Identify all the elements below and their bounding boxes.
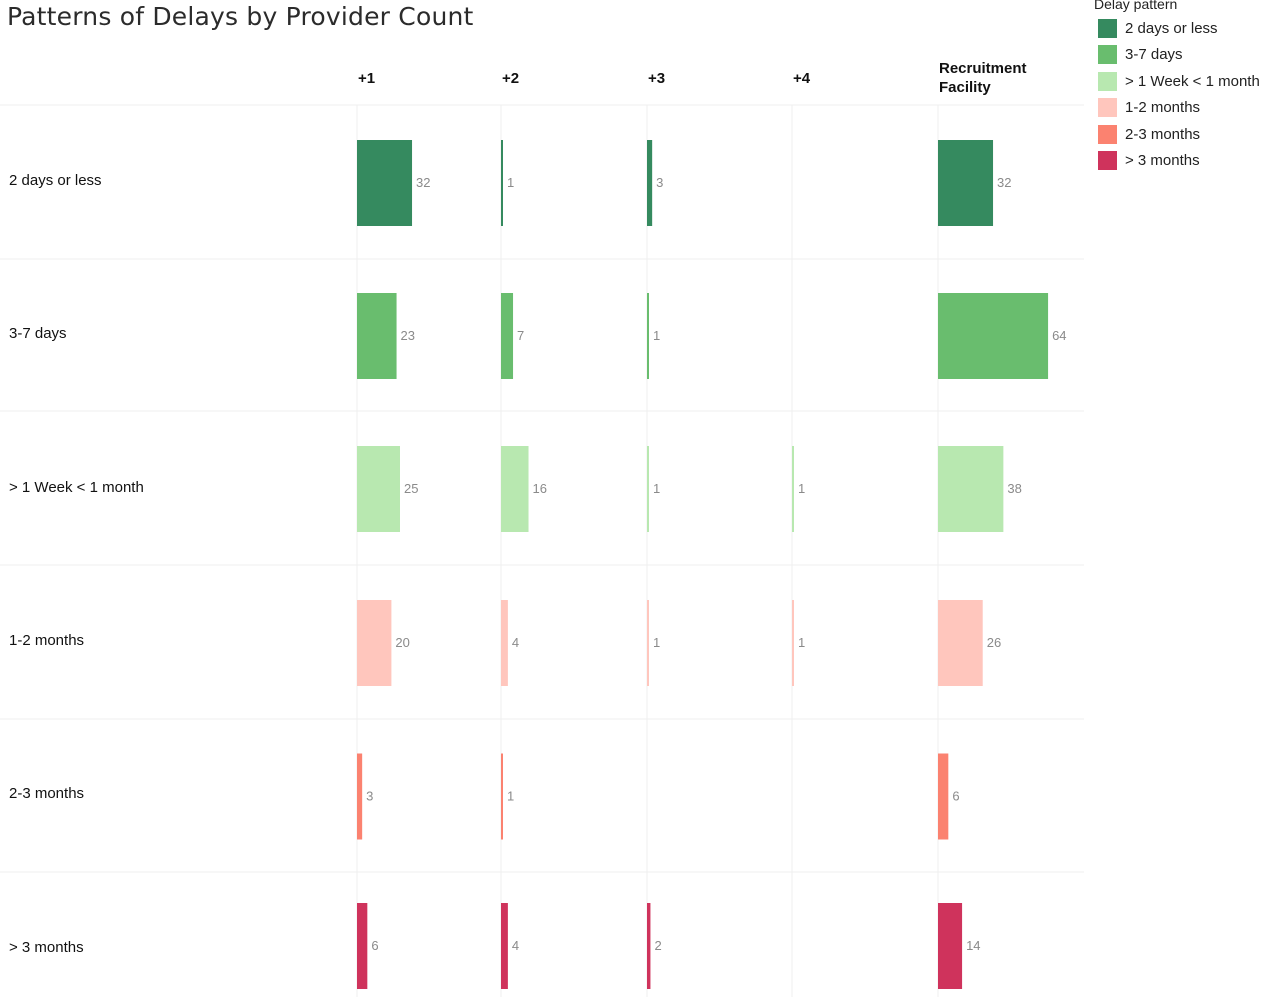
bar-value-label: 38 bbox=[1007, 481, 1021, 496]
legend-label: 2 days or less bbox=[1125, 19, 1218, 37]
bar-value-label: 1 bbox=[507, 789, 514, 804]
bar[interactable] bbox=[938, 600, 983, 686]
row-label-1-2-months: 1-2 months bbox=[9, 632, 85, 649]
bar[interactable] bbox=[501, 140, 503, 226]
bar-value-label: 14 bbox=[966, 938, 980, 953]
bar[interactable] bbox=[357, 753, 363, 840]
row-label-3-7-days: 3-7 days bbox=[9, 325, 67, 342]
bar-value-label: 1 bbox=[653, 635, 660, 650]
bar[interactable] bbox=[357, 903, 368, 989]
bar-value-label: 7 bbox=[517, 328, 524, 343]
legend-swatch bbox=[1098, 151, 1117, 171]
legend-swatch bbox=[1098, 18, 1117, 38]
bar[interactable] bbox=[501, 446, 529, 532]
bar[interactable] bbox=[938, 903, 963, 989]
legend-item-1-2-months[interactable]: 1-2 months bbox=[1094, 95, 1260, 122]
bar[interactable] bbox=[938, 753, 949, 840]
legend-item-3-months[interactable]: > 3 months bbox=[1094, 148, 1260, 175]
bar[interactable] bbox=[647, 446, 649, 532]
legend-item-2-days-or-less[interactable]: 2 days or less bbox=[1094, 15, 1260, 42]
legend-title: Delay pattern bbox=[1094, 0, 1178, 12]
legend-item-1-week-1-month[interactable]: > 1 Week < 1 month bbox=[1094, 68, 1260, 95]
bar-value-label: 4 bbox=[512, 635, 519, 650]
legend-label: > 1 Week < 1 month bbox=[1125, 72, 1260, 90]
bar-value-label: 1 bbox=[798, 481, 805, 496]
bar-value-label: 3 bbox=[656, 175, 663, 190]
bar-value-label: 2 bbox=[654, 938, 661, 953]
bar-value-label: 23 bbox=[401, 328, 415, 343]
bar-value-label: 26 bbox=[987, 635, 1001, 650]
legend-swatch bbox=[1098, 45, 1117, 65]
legend-item-2-3-months[interactable]: 2-3 months bbox=[1094, 121, 1260, 148]
bar[interactable] bbox=[647, 140, 653, 226]
bar-value-label: 4 bbox=[512, 938, 519, 953]
bar-value-label: 1 bbox=[507, 175, 514, 190]
bar[interactable] bbox=[501, 600, 508, 686]
bar[interactable] bbox=[357, 446, 400, 532]
legend-label: 1-2 months bbox=[1125, 99, 1201, 117]
bar[interactable] bbox=[792, 600, 794, 686]
column-header-plus-2: +2 bbox=[502, 70, 520, 87]
bar[interactable] bbox=[647, 600, 649, 686]
bar[interactable] bbox=[357, 600, 392, 686]
row-label-1-week-1-month: > 1 Week < 1 month bbox=[9, 479, 144, 496]
legend-item-3-7-days[interactable]: 3-7 days bbox=[1094, 42, 1260, 69]
bar[interactable] bbox=[501, 903, 508, 989]
bar[interactable] bbox=[357, 140, 413, 226]
bar-value-label: 3 bbox=[366, 789, 373, 804]
bar-value-label: 6 bbox=[371, 938, 378, 953]
bar-value-label: 6 bbox=[952, 789, 959, 804]
bar-value-label: 64 bbox=[1052, 328, 1066, 343]
column-header-plus-4: +4 bbox=[793, 70, 811, 87]
legend-swatch bbox=[1098, 71, 1117, 91]
bar-value-label: 16 bbox=[533, 481, 547, 496]
bar-value-label: 1 bbox=[798, 635, 805, 650]
column-header-plus-3: +3 bbox=[648, 70, 666, 87]
legend-label: > 3 months bbox=[1125, 152, 1200, 170]
bar-value-label: 20 bbox=[395, 635, 409, 650]
bar[interactable] bbox=[938, 293, 1049, 379]
bar[interactable] bbox=[792, 446, 794, 532]
bar[interactable] bbox=[938, 140, 994, 226]
row-label-2-3-months: 2-3 months bbox=[9, 785, 85, 802]
column-header-plus-1: +1 bbox=[358, 70, 376, 87]
bar[interactable] bbox=[357, 293, 397, 379]
bar[interactable] bbox=[647, 903, 651, 989]
chart-title: Patterns of Delays by Provider Count bbox=[7, 2, 474, 31]
column-header-recruitment-facility: Recruitment Facility bbox=[939, 60, 1027, 96]
bar-value-label: 32 bbox=[997, 175, 1011, 190]
legend-label: 3-7 days bbox=[1125, 46, 1183, 64]
bar[interactable] bbox=[501, 293, 514, 379]
legend-swatch bbox=[1098, 98, 1117, 118]
bar[interactable] bbox=[501, 753, 503, 840]
bar-value-label: 32 bbox=[416, 175, 430, 190]
bar-value-label: 1 bbox=[653, 481, 660, 496]
row-label-3-months: > 3 months bbox=[9, 939, 84, 956]
legend: Delay pattern 2 days or less 3-7 days > … bbox=[1094, 0, 1260, 174]
bar-value-label: 1 bbox=[653, 328, 660, 343]
legend-swatch bbox=[1098, 124, 1117, 144]
legend-label: 2-3 months bbox=[1125, 125, 1201, 143]
row-label-2-days-or-less: 2 days or less bbox=[9, 172, 102, 189]
bar[interactable] bbox=[647, 293, 649, 379]
bar[interactable] bbox=[938, 446, 1004, 532]
bar-value-label: 25 bbox=[404, 481, 418, 496]
